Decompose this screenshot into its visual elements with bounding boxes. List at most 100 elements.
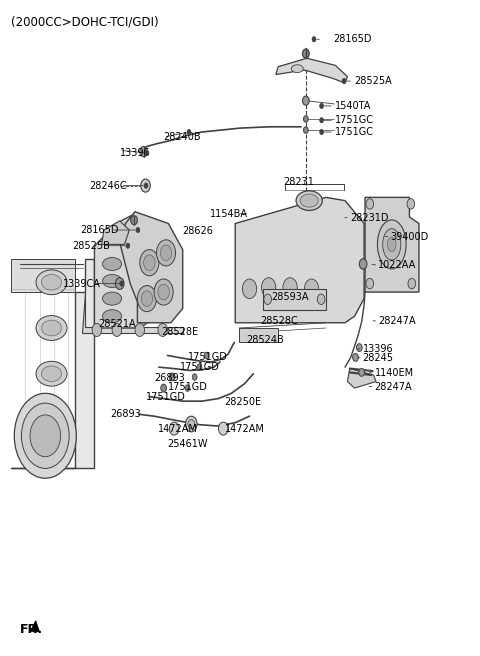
Circle shape — [353, 354, 359, 361]
Circle shape — [140, 146, 147, 157]
Circle shape — [303, 127, 308, 133]
Circle shape — [160, 245, 172, 260]
Circle shape — [158, 284, 169, 300]
Text: 28626: 28626 — [183, 226, 214, 236]
Circle shape — [116, 277, 124, 289]
Polygon shape — [365, 197, 419, 292]
Text: 28525A: 28525A — [355, 76, 392, 86]
Text: 1472AM: 1472AM — [225, 424, 264, 434]
Text: 28165D: 28165D — [333, 34, 372, 44]
Circle shape — [145, 150, 149, 155]
Circle shape — [302, 96, 309, 105]
Polygon shape — [235, 197, 364, 323]
Circle shape — [185, 385, 190, 392]
Ellipse shape — [387, 237, 396, 251]
Text: 13396: 13396 — [120, 148, 150, 158]
Circle shape — [112, 323, 121, 337]
Polygon shape — [348, 369, 376, 388]
Circle shape — [342, 79, 346, 84]
Ellipse shape — [103, 257, 121, 270]
Polygon shape — [30, 621, 39, 632]
Circle shape — [242, 279, 257, 298]
Circle shape — [14, 394, 76, 478]
Circle shape — [283, 277, 297, 297]
Circle shape — [30, 415, 60, 457]
Circle shape — [161, 384, 167, 392]
Ellipse shape — [36, 407, 67, 432]
Circle shape — [187, 129, 191, 134]
Text: 26893: 26893 — [154, 373, 185, 382]
Circle shape — [204, 352, 209, 359]
Circle shape — [366, 199, 373, 209]
Circle shape — [303, 115, 308, 122]
Text: 1751GC: 1751GC — [336, 127, 374, 137]
Polygon shape — [276, 58, 348, 83]
Circle shape — [141, 291, 153, 306]
Text: 25461W: 25461W — [168, 439, 208, 449]
Ellipse shape — [300, 194, 318, 207]
Text: 1751GC: 1751GC — [336, 115, 374, 125]
Circle shape — [135, 323, 144, 337]
Text: 28528E: 28528E — [161, 327, 198, 337]
Ellipse shape — [103, 310, 121, 323]
Text: 28231D: 28231D — [350, 213, 388, 222]
Text: 26893: 26893 — [110, 409, 141, 419]
Circle shape — [359, 369, 364, 377]
Circle shape — [360, 258, 367, 269]
Circle shape — [22, 403, 69, 468]
Text: 28240B: 28240B — [164, 133, 201, 142]
Text: 1154BA: 1154BA — [210, 209, 249, 218]
Polygon shape — [102, 221, 129, 245]
Circle shape — [186, 416, 197, 432]
Polygon shape — [11, 259, 75, 292]
Text: 1540TA: 1540TA — [336, 101, 372, 111]
Circle shape — [357, 344, 362, 352]
Text: 28525B: 28525B — [72, 241, 110, 251]
Ellipse shape — [36, 361, 67, 386]
Text: 28247A: 28247A — [378, 316, 416, 327]
Ellipse shape — [291, 65, 303, 73]
Ellipse shape — [103, 292, 121, 305]
Text: 28524B: 28524B — [246, 335, 284, 345]
Text: 28528C: 28528C — [261, 316, 298, 327]
Circle shape — [154, 279, 173, 305]
Circle shape — [264, 294, 272, 304]
Ellipse shape — [377, 220, 406, 269]
Circle shape — [137, 285, 156, 312]
Circle shape — [408, 278, 416, 289]
Ellipse shape — [103, 274, 121, 287]
Circle shape — [320, 117, 324, 123]
Circle shape — [141, 179, 150, 192]
Circle shape — [156, 240, 176, 266]
Circle shape — [92, 323, 102, 337]
Text: 28165D: 28165D — [81, 225, 119, 235]
Circle shape — [140, 250, 159, 276]
Text: 1472AM: 1472AM — [158, 424, 198, 434]
Circle shape — [218, 422, 228, 435]
Text: 28245: 28245 — [363, 353, 394, 363]
Circle shape — [262, 277, 276, 297]
Circle shape — [131, 216, 137, 225]
Ellipse shape — [41, 366, 61, 382]
Polygon shape — [120, 212, 183, 323]
Text: 1751GD: 1751GD — [188, 352, 228, 361]
Circle shape — [126, 243, 130, 249]
Circle shape — [136, 228, 140, 233]
Polygon shape — [239, 328, 278, 342]
Circle shape — [144, 255, 155, 270]
Text: 13396: 13396 — [363, 344, 393, 354]
Circle shape — [188, 419, 195, 428]
Circle shape — [407, 199, 415, 209]
Text: 28246C: 28246C — [90, 180, 127, 191]
Text: 1022AA: 1022AA — [378, 260, 417, 270]
Ellipse shape — [41, 320, 61, 336]
Text: 28231: 28231 — [283, 176, 314, 187]
Ellipse shape — [296, 191, 323, 211]
Text: 28593A: 28593A — [271, 292, 309, 302]
Circle shape — [158, 323, 168, 337]
Polygon shape — [95, 214, 178, 328]
Text: 39400D: 39400D — [390, 232, 429, 241]
Ellipse shape — [36, 270, 67, 295]
Text: FR.: FR. — [20, 623, 43, 636]
Ellipse shape — [36, 316, 67, 340]
